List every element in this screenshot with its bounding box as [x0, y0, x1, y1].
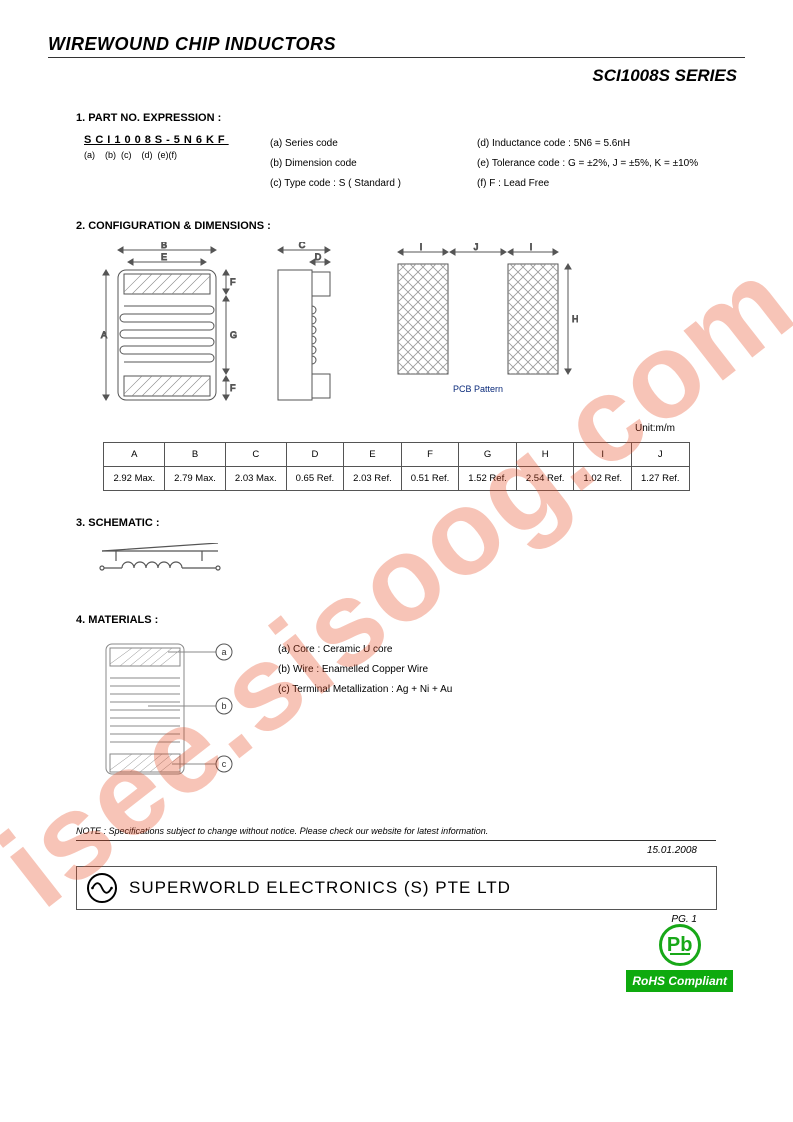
col-F: F — [401, 443, 459, 467]
col-B: B — [165, 443, 226, 467]
section-schematic-heading: 3. SCHEMATIC : — [76, 517, 745, 529]
col-G: G — [459, 443, 517, 467]
materials-row: a b c (a) Core : Ceramic U core (b) Wire… — [98, 636, 745, 786]
material-b: (b) Wire : Enamelled Copper Wire — [278, 660, 452, 680]
svg-text:J: J — [474, 242, 479, 252]
rohs-badge: RoHS Compliant — [626, 970, 733, 992]
page-number: PG. 1 — [48, 914, 697, 925]
partno-a: (a) Series code — [270, 134, 401, 154]
side-view-diagram: C D — [268, 242, 348, 407]
table-value-row: 2.92 Max. 2.79 Max. 2.03 Max. 0.65 Ref. … — [104, 467, 689, 491]
svg-text:A: A — [101, 330, 107, 340]
material-a: (a) Core : Ceramic U core — [278, 640, 452, 660]
partno-b: (b) Dimension code — [270, 154, 401, 174]
col-H: H — [516, 443, 574, 467]
section-config-heading: 2. CONFIGURATION & DIMENSIONS : — [76, 220, 745, 232]
footer: SUPERWORLD ELECTRONICS (S) PTE LTD — [76, 866, 717, 910]
col-I: I — [574, 443, 632, 467]
svg-text:I: I — [420, 242, 423, 252]
svg-text:C: C — [299, 242, 306, 250]
datasheet-page: WIREWOUND CHIP INDUCTORS SCI1008S SERIES… — [0, 0, 793, 1122]
pcb-pattern-diagram: I J I H PCB Pattern — [378, 242, 578, 417]
val-B: 2.79 Max. — [165, 467, 226, 491]
header: WIREWOUND CHIP INDUCTORS — [48, 34, 745, 58]
svg-text:b: b — [221, 701, 226, 711]
main-title: WIREWOUND CHIP INDUCTORS — [48, 34, 336, 55]
svg-text:I: I — [530, 242, 533, 252]
material-c: (c) Terminal Metallization : Ag + Ni + A… — [278, 680, 452, 700]
val-I: 1.02 Ref. — [574, 467, 632, 491]
footnote: NOTE : Specifications subject to change … — [76, 826, 716, 841]
val-G: 1.52 Ref. — [459, 467, 517, 491]
val-J: 1.27 Ref. — [631, 467, 689, 491]
pb-free-icon: Pb — [659, 924, 701, 966]
col-E: E — [344, 443, 402, 467]
company-logo-icon — [87, 873, 117, 903]
col-D: D — [286, 443, 344, 467]
partno-col1: (a) Series code (b) Dimension code (c) T… — [270, 134, 401, 194]
partno-sublabels: (a) (b) (c) (d) (e)(f) — [84, 150, 234, 160]
diagrams-row: B E — [98, 242, 745, 417]
partno-d: (d) Inductance code : 5N6 = 5.6nH — [477, 134, 698, 154]
val-F: 0.51 Ref. — [401, 467, 459, 491]
pcb-pattern-label: PCB Pattern — [453, 384, 503, 394]
materials-diagram: a b c — [98, 636, 248, 786]
materials-list: (a) Core : Ceramic U core (b) Wire : Ena… — [278, 640, 452, 700]
schematic-diagram — [98, 543, 228, 583]
svg-text:H: H — [572, 314, 578, 324]
company-name: SUPERWORLD ELECTRONICS (S) PTE LTD — [129, 878, 511, 898]
section-partno-heading: 1. PART NO. EXPRESSION : — [76, 112, 745, 124]
partno-block: SCI1008S-5N6KF (a) (b) (c) (d) (e)(f) (a… — [84, 134, 745, 194]
svg-text:a: a — [221, 647, 226, 657]
table-header-row: A B C D E F G H I J — [104, 443, 689, 467]
series-title: SCI1008S SERIES — [592, 66, 737, 86]
svg-text:G: G — [230, 330, 237, 340]
svg-text:F: F — [230, 277, 236, 287]
unit-label: Unit:m/m — [48, 423, 675, 434]
val-A: 2.92 Max. — [104, 467, 165, 491]
svg-text:c: c — [222, 759, 227, 769]
svg-text:D: D — [315, 252, 322, 262]
partno-c: (c) Type code : S ( Standard ) — [270, 174, 401, 194]
partno-col2: (d) Inductance code : 5N6 = 5.6nH (e) To… — [477, 134, 698, 194]
dimensions-table: A B C D E F G H I J 2.92 Max. 2.79 Max. … — [103, 442, 689, 491]
col-C: C — [225, 443, 286, 467]
top-view-diagram: B E — [98, 242, 238, 407]
val-D: 0.65 Ref. — [286, 467, 344, 491]
partno-code-block: SCI1008S-5N6KF (a) (b) (c) (d) (e)(f) — [84, 134, 234, 194]
partno-code: SCI1008S-5N6KF — [84, 134, 234, 146]
val-C: 2.03 Max. — [225, 467, 286, 491]
section-materials-heading: 4. MATERIALS : — [76, 614, 745, 626]
val-H: 2.54 Ref. — [516, 467, 574, 491]
date: 15.01.2008 — [48, 845, 697, 856]
compliance-badges: Pb RoHS Compliant — [626, 924, 733, 992]
svg-text:B: B — [161, 242, 167, 250]
col-A: A — [104, 443, 165, 467]
partno-f: (f) F : Lead Free — [477, 174, 698, 194]
svg-text:F: F — [230, 383, 236, 393]
svg-text:E: E — [161, 252, 167, 262]
partno-e: (e) Tolerance code : G = ±2%, J = ±5%, K… — [477, 154, 698, 174]
val-E: 2.03 Ref. — [344, 467, 402, 491]
col-J: J — [631, 443, 689, 467]
